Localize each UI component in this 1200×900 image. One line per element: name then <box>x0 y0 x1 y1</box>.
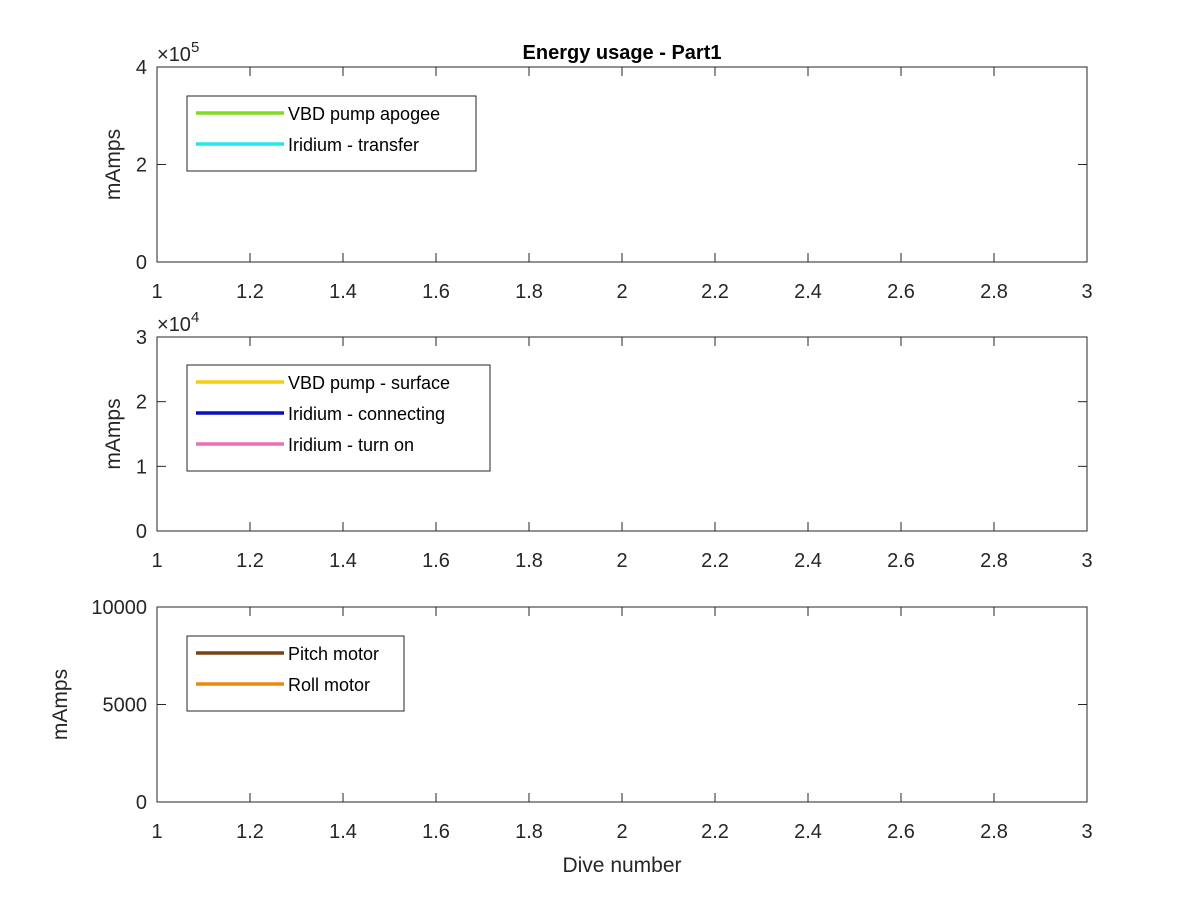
subplot-3: 1 1.2 1.4 1.6 1.8 2 2.2 2.4 2.6 2.8 3 0 5000 10000 mAm… <box>49 597 1093 877</box>
x-tick-label: 3 <box>1081 281 1092 303</box>
x-tick-label: 1 <box>151 550 162 572</box>
y-tick-label: 0 <box>136 521 147 543</box>
x-tick-label: 1 <box>151 821 162 843</box>
y-tick-label: 10000 <box>91 597 147 619</box>
subplot-2: 1 1.2 1.4 1.6 1.8 2 2.2 2.4 2.6 2.8 30123×104mAmps… <box>102 309 1093 572</box>
chart-title: Energy usage - Part1 <box>523 42 722 64</box>
x-tick-label: 1.8 <box>515 821 543 843</box>
x-tick-label: 2.4 <box>794 550 822 572</box>
x-tick-label: 2.6 <box>887 550 915 572</box>
y-tick-label: 0 <box>136 792 147 814</box>
y-exponent-label: ×105 <box>157 39 199 66</box>
x-tick-label: 2.2 <box>701 550 729 572</box>
y-tick-label: 2 <box>136 155 147 177</box>
x-tick-label: 2 <box>616 281 627 303</box>
legend-entry: VBD pump apogee <box>288 104 440 124</box>
x-tick-label: 2.8 <box>980 281 1008 303</box>
legend-entry: Pitch motor <box>288 644 379 664</box>
x-tick-label: 1.6 <box>422 550 450 572</box>
x-tick-label: 2.8 <box>980 550 1008 572</box>
y-tick-label: 3 <box>136 327 147 349</box>
y-tick-label: 4 <box>136 57 147 79</box>
subplot-1: 1 1.2 1.4 1.6 1.8 2 2.2 2.4 2.6 2.8 3 0 2 4 ×105 mAmps E… <box>102 39 1093 303</box>
legend: Pitch motor Roll motor <box>186 635 405 712</box>
x-tick-label: 1.8 <box>515 281 543 303</box>
legend-entry: Iridium - turn on <box>288 435 414 455</box>
legend-entry: VBD pump - surface <box>288 373 450 393</box>
y-axis-label: mAmps <box>102 129 125 200</box>
y-exponent-label: ×104 <box>157 309 199 336</box>
x-tick-label: 1.4 <box>329 550 357 572</box>
legend-box <box>186 635 405 712</box>
x-tick-label: 3 <box>1081 821 1092 843</box>
legend-entry: Iridium - transfer <box>288 135 419 155</box>
y-tick-label: 2 <box>136 392 147 414</box>
x-tick-label: 1.4 <box>329 821 357 843</box>
x-tick-label: 2.2 <box>701 821 729 843</box>
legend-entry: Roll motor <box>288 675 370 695</box>
x-tick-label: 2.8 <box>980 821 1008 843</box>
legend: VBD pump - surface Iridium - connecting Ir… <box>186 364 491 472</box>
x-tick-label: 2.6 <box>887 281 915 303</box>
x-tick-label: 1.2 <box>236 281 264 303</box>
x-tick-label: 3 <box>1081 550 1092 572</box>
legend: VBD pump apogee Iridium - transfer <box>186 95 477 172</box>
y-tick-label: 0 <box>136 252 147 274</box>
legend-box <box>186 95 477 172</box>
legend-entry: Iridium - connecting <box>288 404 445 424</box>
x-tick-label: 2.6 <box>887 821 915 843</box>
y-tick-label: 5000 <box>103 695 148 717</box>
x-tick-label: 2.4 <box>794 281 822 303</box>
x-tick-label: 2 <box>616 821 627 843</box>
y-axis-label: mAmps <box>49 669 72 740</box>
y-tick-label: 1 <box>136 456 147 478</box>
x-tick-label: 2.2 <box>701 281 729 303</box>
x-axis-label: Dive number <box>562 854 681 877</box>
x-tick-label: 2 <box>616 550 627 572</box>
x-tick-label: 1.2 <box>236 550 264 572</box>
x-tick-label: 2.4 <box>794 821 822 843</box>
y-axis-label: mAmps <box>102 398 125 469</box>
x-tick-label: 1.2 <box>236 821 264 843</box>
x-tick-label: 1 <box>151 281 162 303</box>
x-tick-label: 1.8 <box>515 550 543 572</box>
x-tick-label: 1.6 <box>422 281 450 303</box>
x-tick-label: 1.6 <box>422 821 450 843</box>
x-tick-label: 1.4 <box>329 281 357 303</box>
